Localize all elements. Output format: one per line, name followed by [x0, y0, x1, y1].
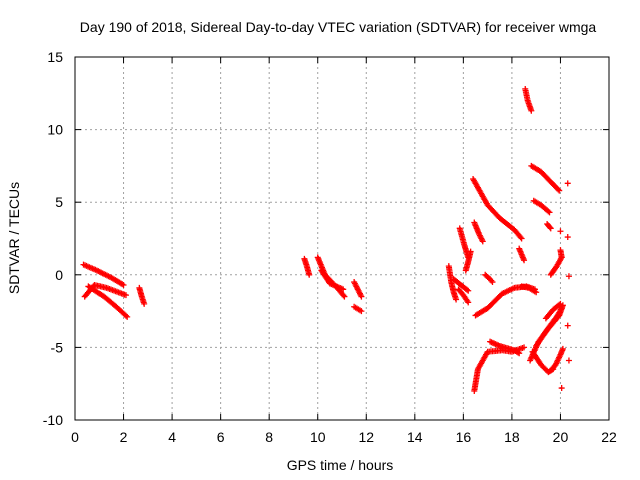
x-tick-label: 4	[168, 429, 176, 445]
x-tick-label: 16	[456, 429, 472, 445]
data-point	[341, 293, 348, 300]
data-point	[558, 254, 565, 261]
x-tick-label: 12	[358, 429, 374, 445]
data-point	[557, 228, 564, 235]
data-point	[516, 350, 523, 357]
data-point	[556, 301, 563, 308]
data-point	[564, 180, 571, 187]
x-tick-label: 8	[265, 429, 273, 445]
data-point	[559, 345, 566, 352]
chart-title: Day 190 of 2018, Sidereal Day-to-day VTE…	[80, 19, 597, 35]
grid-layer	[75, 57, 609, 420]
data-point	[518, 235, 525, 242]
data-point	[489, 279, 496, 286]
axis-layer: 0 2 4 6 8 10 12 14 16 18 20 22 -10 -5 0 5 10 15	[43, 49, 617, 445]
data-point	[124, 313, 131, 320]
data-point	[528, 107, 535, 114]
data-point	[558, 385, 565, 392]
data-point	[564, 322, 571, 329]
data-point	[358, 293, 365, 300]
data-point	[465, 287, 472, 294]
x-tick-label: 2	[120, 429, 128, 445]
data-point	[479, 238, 486, 245]
y-axis-label: SDTVAR / TECUs	[6, 182, 22, 294]
y-tick-label: -10	[43, 412, 63, 428]
y-tick-label: 15	[47, 49, 63, 65]
data-point	[514, 349, 521, 356]
x-tick-label: 0	[71, 429, 79, 445]
data-point	[565, 273, 572, 280]
data-point	[340, 286, 347, 293]
data-point	[533, 289, 540, 296]
x-tick-label: 20	[553, 429, 569, 445]
x-tick-label: 18	[504, 429, 520, 445]
data-point	[122, 292, 129, 299]
data-point	[358, 308, 365, 315]
y-tick-label: 10	[47, 122, 63, 138]
y-tick-label: 0	[55, 267, 63, 283]
x-tick-label: 22	[601, 429, 617, 445]
data-point	[564, 234, 571, 241]
data-point	[122, 312, 129, 319]
data-point	[465, 299, 472, 306]
data-point	[306, 271, 313, 278]
data-point	[464, 286, 471, 293]
data-point	[555, 186, 562, 193]
x-tick-label: 10	[310, 429, 326, 445]
data-point	[340, 292, 347, 299]
data-point	[565, 357, 572, 364]
data-point	[120, 281, 127, 288]
data-point	[517, 234, 524, 241]
data-point	[521, 344, 528, 351]
points-layer	[80, 85, 572, 394]
data-point	[546, 224, 553, 231]
data-point	[119, 281, 126, 288]
data-point	[467, 248, 474, 255]
data-point	[545, 208, 552, 215]
data-point	[547, 225, 554, 232]
data-point	[556, 187, 563, 194]
data-point	[546, 209, 553, 216]
x-tick-label: 14	[407, 429, 423, 445]
data-point	[558, 305, 565, 312]
y-tick-label: 5	[55, 194, 63, 210]
x-tick-label: 6	[217, 429, 225, 445]
data-point	[521, 257, 528, 264]
x-axis-label: GPS time / hours	[287, 457, 394, 473]
plot-frame	[74, 56, 610, 421]
data-point	[557, 300, 564, 307]
data-point	[453, 296, 460, 303]
y-tick-label: -5	[51, 339, 64, 355]
data-point	[141, 300, 148, 307]
